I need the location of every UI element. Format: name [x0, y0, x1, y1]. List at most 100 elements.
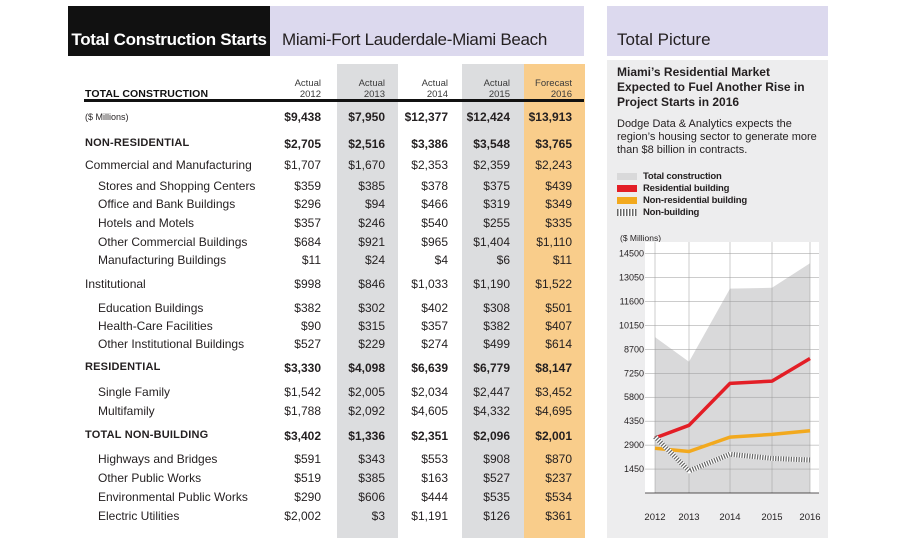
table-cell: $1,788: [284, 404, 321, 418]
x-tick-label: 2015: [761, 512, 782, 523]
table-cell: $229: [358, 337, 385, 351]
table-cell: $535: [483, 490, 510, 504]
table-cell: $6,639: [411, 361, 448, 375]
row-label: NON-RESIDENTIAL: [85, 137, 190, 149]
column-header-kind: Actual: [358, 78, 385, 89]
table-cell: $2,353: [411, 158, 448, 172]
table-cell: $2,447: [473, 385, 510, 399]
table-cell: $246: [358, 216, 385, 230]
column-header-kind: Forecast: [535, 78, 572, 89]
column-header-kind: Actual: [294, 78, 321, 89]
table-cell: $11: [301, 253, 321, 267]
panel-header: Total Picture: [607, 6, 828, 56]
table-cell: $7,950: [348, 110, 385, 124]
table-cell: $499: [483, 337, 510, 351]
table-cell: $357: [294, 216, 321, 230]
y-tick-label: 7250: [624, 368, 644, 378]
row-label: Stores and Shopping Centers: [98, 179, 256, 193]
legend-item: Residential building: [617, 183, 729, 194]
row-label: ($ Millions): [85, 112, 129, 122]
table-cell: $3,386: [411, 137, 448, 151]
column-header-year: 2012: [299, 89, 321, 100]
table-cell: $402: [421, 301, 448, 315]
table-cell: $591: [294, 452, 321, 466]
table-cell: $2,516: [348, 137, 385, 151]
row-label: Environmental Public Works: [98, 490, 248, 504]
table-cell: $12,424: [466, 110, 510, 124]
table-cell: $6,779: [473, 361, 510, 375]
table-cell: $1,110: [536, 235, 572, 249]
table-cell: $2,034: [411, 385, 448, 399]
column-header-2: Actual 2014: [388, 78, 448, 100]
y-tick-label: 10150: [619, 320, 644, 330]
table-cell: $357: [421, 319, 448, 333]
legend-label: Total construction: [643, 171, 722, 182]
table-cell: $908: [483, 452, 510, 466]
table-cell: $382: [294, 301, 321, 315]
column-header-0: Actual 2012: [261, 78, 321, 100]
row-label: Highways and Bridges: [98, 452, 218, 466]
table-cell: $359: [294, 179, 321, 193]
table-cell: $361: [545, 509, 572, 523]
table-cell: $2,096: [473, 429, 510, 443]
table-cell: $349: [545, 197, 572, 211]
table-cell: $2,001: [535, 429, 572, 443]
row-label: Other Commercial Buildings: [98, 235, 248, 249]
table-header-title: Total Construction Starts: [68, 6, 270, 56]
row-label: Electric Utilities: [98, 509, 180, 523]
table-cell: $385: [358, 179, 385, 193]
table-cell: $296: [294, 197, 321, 211]
table-cell: $3,452: [535, 385, 572, 399]
column-header-year: 2013: [363, 89, 385, 100]
table-cell: $614: [545, 337, 572, 351]
table-cell: $965: [421, 235, 448, 249]
table-cell: $1,707: [284, 158, 321, 172]
legend-label: Non-residential building: [643, 195, 747, 206]
legend-swatch: [617, 173, 637, 180]
table-cell: $1,033: [411, 277, 448, 291]
y-tick-label: 1450: [624, 464, 644, 474]
header-rule: [84, 99, 584, 102]
table-cell: $534: [545, 490, 572, 504]
legend-item: Non-building: [617, 207, 699, 218]
table-cell: $274: [421, 337, 448, 351]
y-tick-label: 5800: [624, 392, 644, 402]
table-cell: $315: [358, 319, 385, 333]
table-cell: $2,005: [348, 385, 385, 399]
row-label: Education Buildings: [98, 301, 204, 315]
table-cell: $385: [358, 471, 385, 485]
table-cell: $343: [358, 452, 385, 466]
row-label: Single Family: [98, 385, 171, 399]
x-tick-label: 2013: [678, 512, 699, 523]
table-cell: $308: [483, 301, 510, 315]
y-tick-label: 11600: [620, 296, 644, 306]
table-cell: $335: [545, 216, 572, 230]
table-cell: $553: [421, 452, 448, 466]
column-header-year: 2014: [426, 89, 448, 100]
table-cell: $2,002: [284, 509, 321, 523]
table-cell: $8,147: [535, 361, 572, 375]
table-cell: $606: [358, 490, 385, 504]
column-header-3: Actual 2015: [450, 78, 510, 100]
column-header-year: 2016: [550, 89, 572, 100]
row-label: Commercial and Manufacturing: [85, 158, 252, 172]
table-cell: $444: [421, 490, 448, 504]
row-label: Manufacturing Buildings: [98, 253, 227, 267]
table-cell: $1,670: [348, 158, 385, 172]
legend-swatch: [617, 197, 637, 204]
table-cell: $2,351: [411, 429, 448, 443]
table-cell: $527: [483, 471, 510, 485]
table-cell: $237: [545, 471, 572, 485]
table-cell: $1,191: [411, 509, 448, 523]
column-band-2013: [337, 64, 398, 538]
table-cell: $4,098: [348, 361, 385, 375]
table-cell: $24: [364, 253, 385, 267]
table-cell: $407: [545, 319, 572, 333]
column-band-2015: [462, 64, 524, 538]
y-tick-label: 13050: [619, 273, 644, 283]
column-header-1: Actual 2013: [325, 78, 385, 100]
column-header-kind: Actual: [483, 78, 510, 89]
table-cell: $375: [483, 179, 510, 193]
column-header-4: Forecast 2016: [512, 78, 572, 100]
table-cell: $501: [545, 301, 572, 315]
